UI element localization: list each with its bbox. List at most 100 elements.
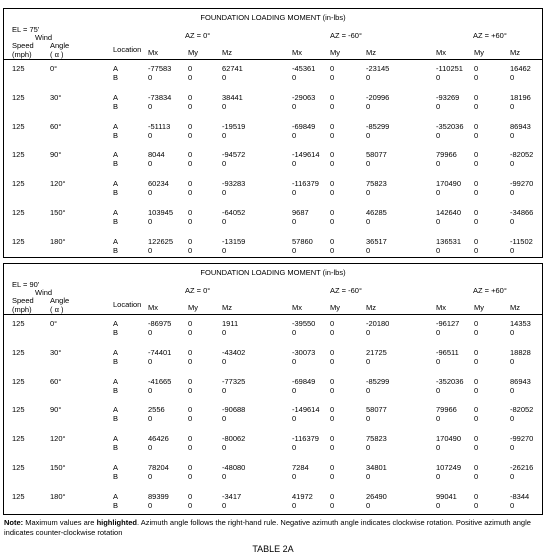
cell: 79966	[436, 405, 457, 415]
cell: 0	[330, 188, 335, 198]
cell: 0	[436, 328, 441, 337]
location: A	[113, 236, 119, 246]
cell: -11502	[510, 236, 533, 246]
moment-header: Mz	[510, 303, 520, 312]
cell: 46426	[148, 434, 169, 444]
cell: 0	[330, 443, 335, 453]
cell: -82052	[510, 150, 534, 160]
azimuth-header: AZ = 0°	[185, 31, 211, 40]
cell: 0	[474, 405, 479, 415]
cell: 0	[188, 414, 193, 424]
cell: 0	[222, 188, 227, 198]
cell: 0	[188, 500, 193, 510]
location: A	[113, 319, 119, 328]
location: B	[113, 385, 119, 395]
cell: 0	[510, 245, 515, 255]
note: Note: Maximum values are highlighted. Az…	[4, 518, 542, 538]
cell: 0	[366, 217, 371, 226]
angle: 30°	[50, 92, 62, 102]
cell: -8344	[510, 491, 530, 501]
cell: 0	[474, 245, 479, 255]
cell: 0	[330, 385, 335, 395]
angle: 0°	[50, 64, 58, 73]
elevation: EL = 75'	[12, 25, 40, 34]
cell: 0	[188, 319, 193, 328]
cell: 0	[292, 130, 297, 140]
location: B	[113, 328, 119, 337]
cell: 0	[188, 159, 193, 169]
cell: 0	[188, 245, 193, 255]
cell: -116379	[292, 434, 319, 444]
cell: 0	[292, 159, 297, 169]
cell: 0	[330, 245, 335, 255]
cell: -149614	[292, 405, 320, 415]
cell: 0	[188, 92, 193, 102]
cell: 0	[474, 236, 479, 246]
moment-header: Mx	[292, 303, 302, 312]
cell: 0	[366, 245, 371, 255]
cell: -43402	[222, 347, 246, 357]
cell: 0	[188, 376, 193, 386]
cell: 0	[222, 101, 227, 111]
cell: 0	[330, 472, 335, 481]
moment-header: My	[474, 48, 484, 57]
cell: 0	[292, 356, 297, 366]
cell: 0	[292, 385, 297, 395]
cell: 0	[510, 101, 515, 111]
moment-header: Mz	[222, 303, 232, 312]
cell: 0	[330, 159, 335, 169]
cell: 0	[366, 328, 371, 337]
cell: 60234	[148, 179, 169, 189]
cell: 0	[188, 217, 193, 226]
cell: 0	[436, 101, 441, 111]
cell: 0	[222, 472, 227, 481]
cell: 0	[510, 328, 515, 337]
location: B	[113, 414, 119, 424]
azimuth-header: AZ = -60°	[330, 286, 362, 295]
cell: 0	[222, 217, 227, 226]
angle: 90°	[50, 405, 62, 415]
cell: 0	[366, 73, 371, 82]
moment-header: My	[188, 48, 198, 57]
cell: 0	[148, 385, 153, 395]
location: A	[113, 463, 119, 472]
speed: 125	[12, 376, 25, 386]
cell: 41972	[292, 491, 313, 501]
cell: 36517	[366, 236, 387, 246]
cell: 0	[474, 443, 479, 453]
cell: 75823	[366, 434, 387, 444]
cell: 0	[188, 73, 193, 82]
cell: 0	[474, 491, 479, 501]
cell: 38441	[222, 92, 243, 102]
cell: -77583	[148, 64, 172, 73]
cell: -39550	[292, 319, 316, 328]
cell: 0	[366, 159, 371, 169]
cell: 0	[292, 217, 297, 226]
cell: 0	[474, 319, 479, 328]
cell: 46285	[366, 208, 387, 217]
cell: -149614	[292, 150, 320, 160]
angle: 180°	[50, 491, 66, 501]
location: B	[113, 443, 119, 453]
cell: 0	[188, 101, 193, 111]
location: A	[113, 208, 119, 217]
header: Location	[113, 300, 142, 309]
cell: 0	[292, 443, 297, 453]
cell: 0	[148, 101, 153, 111]
cell: 0	[292, 245, 297, 255]
cell: -74401	[148, 347, 172, 357]
cell: -30073	[292, 347, 316, 357]
cell: 0	[330, 208, 335, 217]
moment-header: Mz	[366, 48, 376, 57]
cell: 0	[188, 385, 193, 395]
cell: 26490	[366, 491, 387, 501]
angle: 120°	[50, 179, 66, 189]
moment-header: Mz	[222, 48, 232, 57]
cell: 14353	[510, 319, 531, 328]
cell: 0	[366, 188, 371, 198]
cell: 0	[222, 245, 227, 255]
cell: 0	[474, 347, 479, 357]
angle: 120°	[50, 434, 66, 444]
cell: 0	[292, 101, 297, 111]
